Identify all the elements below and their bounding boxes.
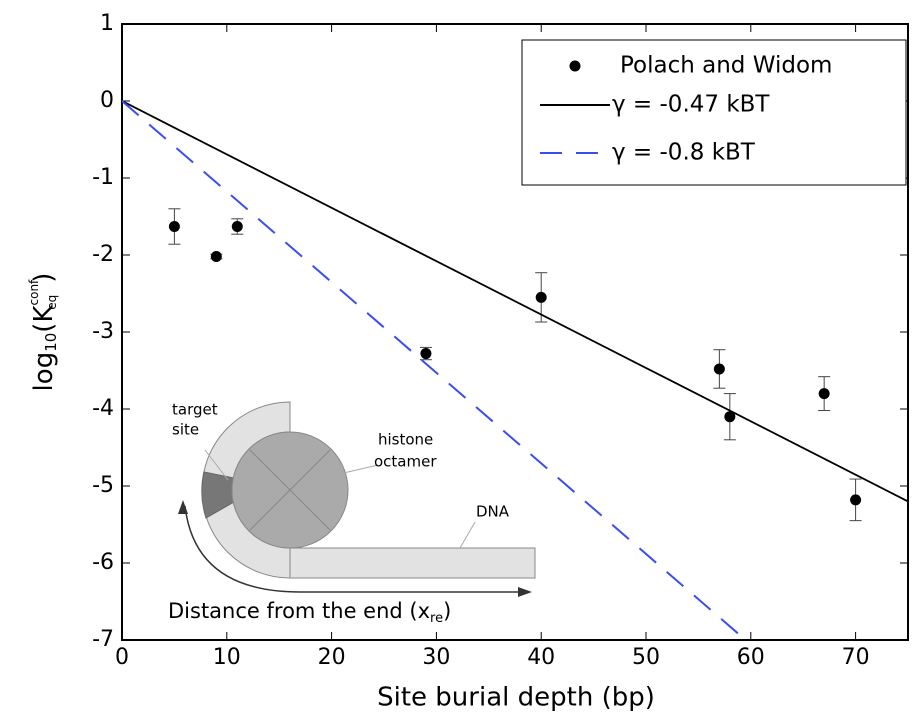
- data-point: [713, 363, 725, 375]
- y-label-part: ): [29, 273, 59, 283]
- data-point: [420, 348, 432, 360]
- data-point: [168, 221, 180, 233]
- inset-axis-text: Distance from the end (x: [168, 599, 430, 623]
- legend-label: γ = -0.8 kBT: [612, 140, 756, 166]
- legend-label: γ = -0.47 kBT: [612, 92, 770, 118]
- dna-shape: [289, 547, 536, 579]
- data-point: [231, 221, 243, 233]
- plot-area: [122, 100, 908, 640]
- x-tick-label: 0: [115, 645, 129, 670]
- legend-box: [521, 39, 907, 186]
- inset-axis-label: Distance from the end (xre): [168, 599, 451, 626]
- pointer: [204, 449, 229, 481]
- y-label-part: log: [29, 352, 59, 392]
- y-tick-label: -4: [92, 396, 114, 421]
- pointer: [334, 464, 379, 476]
- legend-swatch: [569, 60, 581, 72]
- y-label-part: eq: [45, 295, 59, 310]
- plot-frame: [121, 23, 909, 641]
- data-point: [818, 388, 830, 400]
- y-axis-label: log10(Kconf eq): [27, 273, 60, 392]
- data-point: [724, 411, 736, 423]
- x-tick-label: 20: [318, 645, 346, 670]
- x-tick-label: 30: [422, 645, 450, 670]
- inset-axis-sub: re: [430, 611, 443, 626]
- distance-arrow: [184, 505, 520, 593]
- y-tick-label: -5: [92, 473, 114, 498]
- legend-label: Polach and Widom: [620, 53, 832, 79]
- octamer-line: [249, 449, 331, 531]
- x-tick-label: 70: [842, 645, 870, 670]
- inset-label: histone: [378, 431, 433, 449]
- y-label-part: (K: [29, 305, 59, 333]
- y-label-part: conf: [27, 279, 41, 306]
- y-tick-label: -3: [92, 319, 114, 344]
- fit-line: [122, 100, 908, 503]
- y-tick-label: -1: [92, 165, 114, 190]
- inset-label: DNA: [476, 503, 510, 521]
- y-tick-label: 1: [100, 11, 114, 36]
- data-point: [850, 494, 862, 506]
- inset-axis-close: ): [443, 599, 451, 623]
- data-point: [210, 251, 222, 263]
- x-axis-label: Site burial depth (bp): [377, 683, 655, 713]
- y-tick-label: -6: [92, 550, 114, 575]
- pointer: [459, 521, 476, 549]
- y-tick-label: 0: [100, 88, 114, 113]
- arrow-head: [178, 500, 188, 514]
- x-tick-label: 50: [632, 645, 660, 670]
- arrow-head: [518, 587, 532, 597]
- y-tick-label: -2: [92, 242, 114, 267]
- y-tick-label: -7: [92, 627, 114, 652]
- fit-line: [122, 100, 747, 640]
- x-tick-label: 40: [527, 645, 555, 670]
- inset-label: target: [172, 401, 218, 419]
- data-point: [535, 291, 547, 303]
- inset-label: octamer: [374, 453, 437, 471]
- y-label-part: 10: [42, 333, 60, 352]
- inset-diagram: target site histone octamer DNA Distance…: [168, 401, 536, 626]
- x-tick-label: 10: [213, 645, 241, 670]
- x-tick-label: 60: [737, 645, 765, 670]
- inset-label: site: [172, 421, 199, 439]
